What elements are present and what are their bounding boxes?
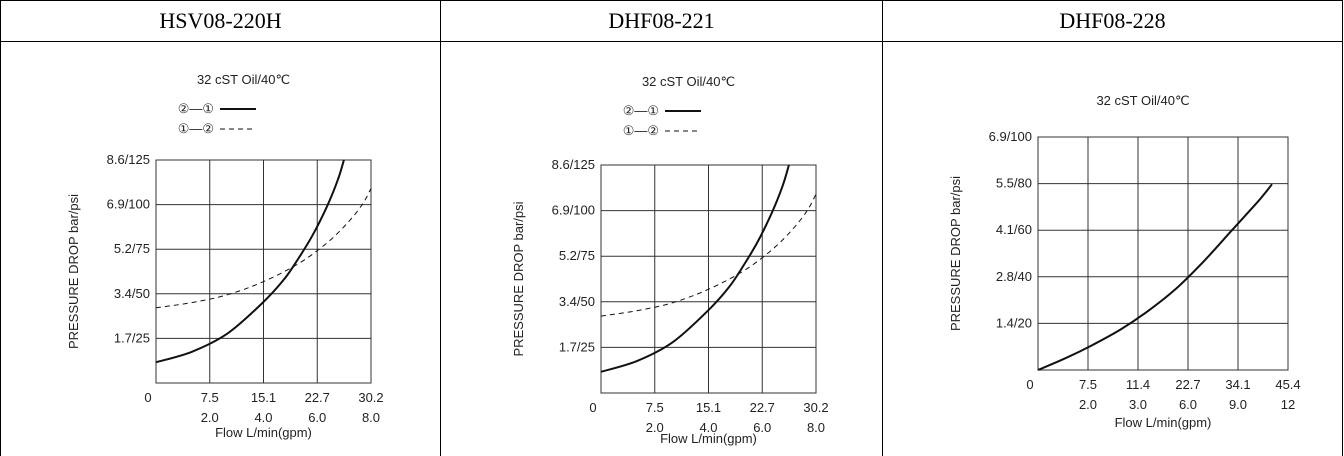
- x-tick-label: 34.1: [1225, 377, 1250, 392]
- model-header: DHF08-228: [883, 0, 1342, 42]
- pressure-drop-chart: 32 cST Oil/40℃ 1.4/20 2.8/40 4.1/60 5.5/80 6.…: [948, 93, 1301, 430]
- panel-dhf08-228: DHF08-228 32 cST Oil/40℃ 1.4/20 2.8/40 4.1/…: [883, 0, 1343, 456]
- pressure-drop-chart: 32 cST Oil/40℃ ②—① ①—② 1.7/25 3.4/50 5.2/75 6.…: [511, 74, 829, 446]
- x-tick-label-gpm: 6.0: [308, 410, 326, 425]
- series-line-2-1: [1037, 183, 1273, 371]
- pressure-drop-chart: 32 cST Oil/40℃ ②—① ①—② 1.7/25 3.4/50 5.2/75 6.…: [66, 72, 384, 440]
- panel-hsv08-220h: HSV08-220H 32 cST Oil/40℃ ②—① ①—② 1.7/25 3.4…: [0, 0, 441, 456]
- series-line-2-1: [155, 159, 345, 364]
- x-tick-label-gpm: 8.0: [807, 420, 825, 435]
- y-tick-label: 5.5/80: [996, 176, 1032, 191]
- x-tick-label: 22.7: [1175, 377, 1200, 392]
- y-axis-title: PRESSURE DROP bar/psi: [66, 194, 81, 349]
- x-tick-label: 15.1: [251, 390, 276, 405]
- series-line-1-2: [155, 188, 372, 309]
- x-tick-label: 45.4: [1275, 377, 1300, 392]
- y-tick-label: 3.4/50: [114, 286, 150, 301]
- x-tick-label: 7.5: [646, 400, 664, 415]
- chart-title: 32 cST Oil/40℃: [197, 72, 290, 87]
- y-axis-title: PRESSURE DROP bar/psi: [511, 201, 526, 356]
- model-header: DHF08-221: [441, 0, 882, 42]
- y-tick-label: 6.9/100: [552, 203, 595, 218]
- y-axis-title: PRESSURE DROP bar/psi: [948, 176, 963, 331]
- x-tick-label-gpm: 4.0: [254, 410, 272, 425]
- x-tick-label-gpm: 4.0: [699, 420, 717, 435]
- y-tick-label: 5.2/75: [559, 248, 595, 263]
- x-tick-label: 7.5: [1079, 377, 1097, 392]
- x-tick-label: 22.7: [305, 390, 330, 405]
- x-tick-label-gpm: 8.0: [362, 410, 380, 425]
- x-tick-label-gpm: 6.0: [1179, 397, 1197, 412]
- y-tick-label: 5.2/75: [114, 241, 150, 256]
- x-tick-label: 0: [589, 400, 596, 415]
- x-tick-label-gpm: 2.0: [1079, 397, 1097, 412]
- x-tick-label-gpm: 6.0: [753, 420, 771, 435]
- x-tick-label: 0: [144, 390, 151, 405]
- x-tick-label: 11.4: [1126, 377, 1150, 392]
- plot-frame: [1037, 136, 1289, 371]
- x-tick-label-gpm: 12: [1281, 397, 1295, 412]
- y-tick-label: 1.4/20: [996, 315, 1032, 330]
- legend-label: ①—②: [623, 123, 659, 138]
- chart-title: 32 cST Oil/40℃: [642, 74, 735, 89]
- chart-title: 32 cST Oil/40℃: [1096, 93, 1189, 108]
- legend-label: ①—②: [178, 121, 214, 136]
- y-tick-label: 1.7/25: [559, 339, 595, 354]
- x-axis-title: Flow L/min(gpm): [660, 431, 757, 446]
- y-tick-label: 2.8/40: [996, 269, 1032, 284]
- x-tick-label-gpm: 9.0: [1229, 397, 1247, 412]
- x-tick-label: 30.2: [358, 390, 383, 405]
- x-tick-label-gpm: 2.0: [646, 420, 664, 435]
- model-header: HSV08-220H: [1, 0, 440, 42]
- y-tick-label: 1.7/25: [114, 330, 150, 345]
- y-tick-label: 6.9/100: [107, 197, 150, 212]
- series-line-2-1: [600, 164, 790, 373]
- x-tick-label-gpm: 3.0: [1129, 397, 1147, 412]
- y-tick-label: 8.6/125: [107, 152, 150, 167]
- series-line-1-2: [600, 193, 817, 317]
- x-axis-title: Flow L/min(gpm): [215, 425, 312, 440]
- x-tick-label: 30.2: [803, 400, 828, 415]
- legend-label: ②—①: [623, 103, 659, 118]
- y-tick-label: 3.4/50: [559, 294, 595, 309]
- x-tick-label: 15.1: [696, 400, 721, 415]
- y-tick-label: 8.6/125: [552, 157, 595, 172]
- x-tick-label: 22.7: [750, 400, 775, 415]
- panel-dhf08-221: DHF08-221 32 cST Oil/40℃ ②—① ①—② 1.7/25 3.4/…: [441, 0, 883, 456]
- x-tick-label: 7.5: [201, 390, 219, 405]
- y-tick-label: 6.9/100: [989, 129, 1032, 144]
- legend-label: ②—①: [178, 101, 214, 116]
- x-tick-label-gpm: 2.0: [201, 410, 219, 425]
- y-tick-label: 4.1/60: [996, 222, 1032, 237]
- x-tick-label: 0: [1026, 377, 1033, 392]
- x-axis-title: Flow L/min(gpm): [1115, 415, 1212, 430]
